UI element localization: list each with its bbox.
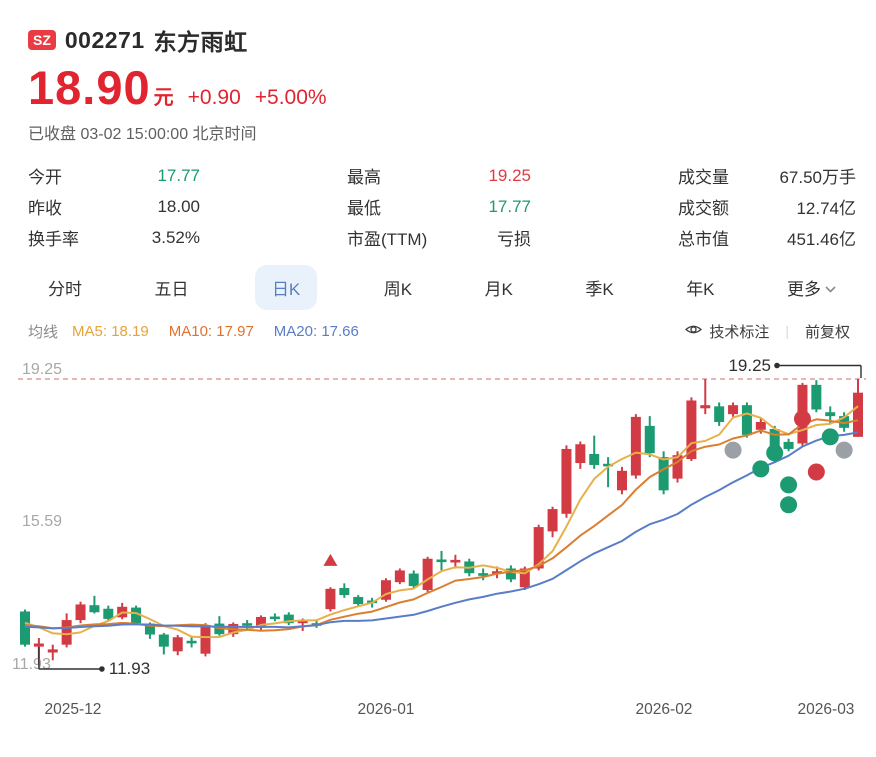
x-axis-label: 2026-01 [358,701,415,718]
tab-weekly-k[interactable]: 周K [378,267,418,308]
stat-row: 今开 17.77 [28,160,200,191]
price-change-percent: +5.00% [254,86,327,109]
more-menu-label: 更多 [787,279,821,299]
stat-row: 换手率 3.52% [28,222,200,253]
high-callout-label: 19.25 [728,356,771,375]
chevron-down-icon [825,278,836,298]
stats-column-2: 最高 19.25 最低 17.77 市盈(TTM) 亏损 [347,160,531,253]
ma-prefix-label: 均线 [28,323,59,341]
candles-layer [20,379,863,665]
stat-row: 成交量 67.50万手 [678,160,856,191]
tab-five-day[interactable]: 五日 [148,267,194,308]
tab-minute[interactable]: 分时 [42,267,88,308]
stats-column-3: 成交量 67.50万手 成交额 12.74亿 总市值 451.46亿 [678,160,856,253]
ma-indicator-bar: 均线 MA5: 18.19 MA10: 17.97 MA20: 17.66 技术… [0,318,876,344]
ma5-value-label: MA5: 18.19 [72,322,149,340]
adjusted-price-toggle[interactable]: 前复权 [804,323,850,341]
stat-label: 昨收 [28,199,62,218]
stat-label: 最低 [347,199,381,218]
chart-area: 19.25 15.59 11.93 2025-12 2026-01 2026-02 2026… [0,352,876,757]
tab-monthly-k[interactable]: 月K [479,267,519,308]
x-axis-label: 2025-12 [45,701,102,718]
low-callout-label: 11.93 [109,659,150,678]
stock-code-row: SZ 002271 东方雨虹 [0,26,876,55]
stats-grid: 今开 17.77 昨收 18.00 换手率 3.52% 最高 19.25 最低 … [0,160,876,253]
currency-unit: 元 [153,87,174,109]
stat-value: 67.50万手 [779,168,856,187]
tab-daily-k[interactable]: 日K [254,264,318,310]
stock-header: SZ 002271 东方雨虹 18.90 元 +0.90 +5.00% 已收盘 … [0,26,876,144]
stock-name: 东方雨虹 [153,29,248,55]
x-axis-label: 2026-02 [636,701,693,718]
signal-dot-marker [807,463,825,481]
tab-yearly-k[interactable]: 年K [680,267,720,308]
price-row: 18.90 元 +0.90 +5.00% [0,64,876,111]
stat-label: 成交量 [678,168,729,187]
price-change: +0.90 [187,86,241,109]
stat-row: 昨收 18.00 [28,191,200,222]
technical-annotation-toggle[interactable]: 技术标注 [709,323,770,341]
triangle-up-marker [323,553,338,566]
axis-labels-layer: 19.25 15.59 11.93 2025-12 2026-01 2026-02 2026… [12,361,854,718]
tab-quarterly-k[interactable]: 季K [579,267,619,308]
exchange-badge: SZ [28,30,56,50]
stat-label: 今开 [28,168,62,187]
stats-column-1: 今开 17.77 昨收 18.00 换手率 3.52% [28,160,200,253]
ma10-value-label: MA10: 17.97 [168,322,254,340]
stat-row: 最低 17.77 [347,191,531,222]
current-price: 18.90 [28,61,151,114]
signal-dot-marker [780,496,798,514]
signal-dot-marker [766,444,784,462]
annotation-eye-icon [685,323,703,340]
stat-row: 最高 19.25 [347,160,531,191]
ma5-line [24,405,859,639]
y-axis-label: 19.25 [22,361,62,378]
ma20-value-label: MA20: 17.66 [273,322,359,340]
stat-value: 19.25 [488,165,531,185]
chart-tools: 技术标注 | 前复权 [685,321,850,342]
y-axis-label: 11.93 [12,656,51,673]
candlestick-chart[interactable]: 19.25 15.59 11.93 2025-12 2026-01 2026-02 2026… [0,352,876,752]
signal-dot-marker [724,441,742,459]
markers-layer [323,410,853,566]
ma-lines-layer [24,405,859,639]
stock-code: 002271 [64,26,145,53]
stat-row: 总市值 451.46亿 [678,222,856,253]
stat-row: 市盈(TTM) 亏损 [347,222,531,253]
signal-dot-marker [793,410,811,428]
stat-label: 市盈(TTM) [347,230,428,249]
signal-dot-marker [752,460,770,478]
divider: | [785,323,789,339]
stat-label: 成交额 [678,199,729,218]
stat-label: 最高 [347,168,381,187]
signal-dot-marker [835,441,853,459]
stat-value: 3.52% [151,227,200,247]
ma20-line [24,431,859,630]
stat-value: 亏损 [497,230,531,249]
chart-period-tabs: 分时 五日 日K 周K 月K 季K 年K 更多 [0,264,876,310]
x-axis-label: 2026-03 [798,701,855,718]
signal-dot-marker [780,476,798,494]
stat-value: 17.77 [488,196,531,216]
stat-row: 成交额 12.74亿 [678,191,856,222]
stat-value: 12.74亿 [796,199,856,218]
stat-value: 17.77 [157,165,200,185]
signal-dot-marker [821,428,839,446]
y-axis-label: 15.59 [22,513,62,530]
more-menu-button[interactable]: 更多 [781,267,842,308]
market-status: 已收盘 03-02 15:00:00 北京时间 [28,126,257,143]
stat-label: 总市值 [678,230,729,249]
stat-label: 换手率 [28,230,79,249]
stat-value: 18.00 [157,196,200,216]
callouts-layer: 11.93 19.25 [38,356,862,678]
stat-value: 451.46亿 [787,230,856,249]
